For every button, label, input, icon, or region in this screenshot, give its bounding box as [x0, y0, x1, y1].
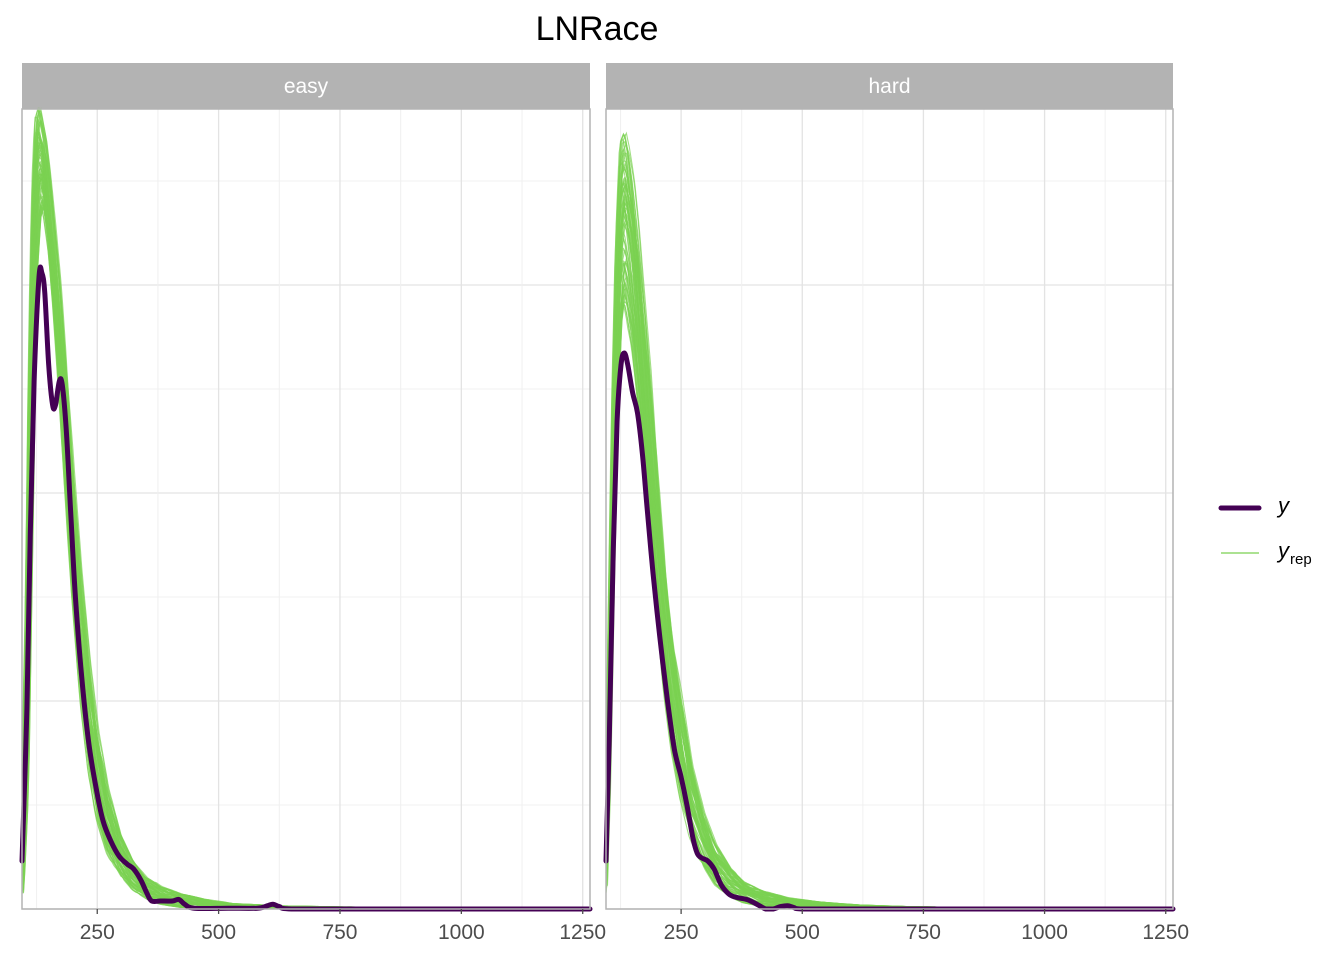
- x-tick-label: 250: [80, 921, 115, 944]
- facet-panels: easy 250 500 750 1000 1250 hard 250 500 750 1000 12…: [19, 63, 1189, 944]
- y-observed-line-easy: [19, 264, 593, 912]
- x-axis-hard: 250 500 750 1000 1250: [664, 909, 1189, 944]
- facet-strip-label-easy: easy: [284, 75, 329, 98]
- facet-panel-easy: easy 250 500 750 1000 1250: [19, 63, 606, 944]
- x-tick-label: 500: [785, 921, 820, 944]
- panel-border-easy: [21, 108, 591, 910]
- panel-background-easy: [22, 109, 590, 909]
- legend-label-yrep-main: y: [1276, 538, 1291, 563]
- facet-strip-easy: [22, 63, 590, 109]
- x-tick-label: 750: [322, 921, 357, 944]
- x-tick-label: 500: [201, 921, 236, 944]
- facet-panel-hard: hard 250 500 750 1000 1250: [603, 63, 1189, 944]
- x-tick-label: 250: [664, 921, 699, 944]
- x-tick-label: 750: [906, 921, 941, 944]
- legend: y yrep: [1218, 493, 1312, 568]
- legend-label-yrep: yrep: [1276, 538, 1312, 568]
- panel-border-hard: [605, 108, 1174, 910]
- x-tick-label: 1250: [559, 921, 606, 944]
- legend-label-yrep-subscript: rep: [1290, 551, 1312, 568]
- x-tick-label: 1000: [1021, 921, 1068, 944]
- x-tick-label: 1250: [1142, 921, 1189, 944]
- legend-label-y: y: [1276, 493, 1291, 518]
- y-observed-line-hard: [603, 350, 1176, 912]
- chart-title: LNRace: [536, 10, 659, 48]
- x-axis-easy: 250 500 750 1000 1250: [80, 909, 606, 944]
- facet-strip-label-hard: hard: [868, 75, 910, 98]
- facet-strip-hard: [606, 63, 1173, 109]
- x-tick-label: 1000: [438, 921, 485, 944]
- panel-background-hard: [606, 109, 1173, 909]
